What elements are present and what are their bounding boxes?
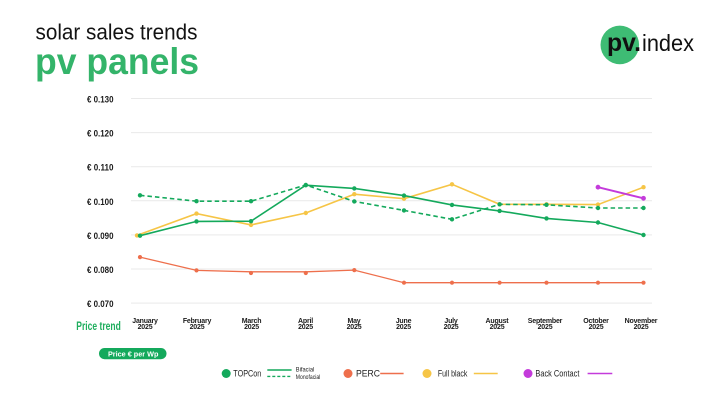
svg-text:index: index <box>642 30 694 56</box>
svg-text:€ 0.110: € 0.110 <box>87 163 114 174</box>
svg-text:€ 0.070: € 0.070 <box>87 299 114 310</box>
svg-text:July: July <box>444 318 458 325</box>
svg-text:Bifacial: Bifacial <box>296 367 315 374</box>
svg-text:January: January <box>132 318 158 325</box>
svg-text:€ 0.100: € 0.100 <box>87 197 114 208</box>
svg-text:2025: 2025 <box>347 324 362 331</box>
svg-text:May: May <box>347 318 360 325</box>
svg-text:2025: 2025 <box>138 324 153 331</box>
svg-text:October: October <box>583 318 609 325</box>
svg-text:June: June <box>396 318 412 325</box>
svg-text:November: November <box>625 318 658 325</box>
svg-text:September: September <box>528 318 563 325</box>
svg-text:August: August <box>486 318 510 325</box>
svg-text:solar sales trends: solar sales trends <box>36 20 198 45</box>
svg-text:February: February <box>183 318 212 325</box>
svg-text:PERC: PERC <box>356 369 380 380</box>
svg-text:2025: 2025 <box>589 324 604 331</box>
svg-text:2025: 2025 <box>490 324 505 331</box>
svg-text:2025: 2025 <box>244 324 259 331</box>
svg-text:Back Contact: Back Contact <box>535 369 579 380</box>
svg-text:€ 0.130: € 0.130 <box>87 95 114 106</box>
svg-text:€ 0.090: € 0.090 <box>87 231 114 242</box>
svg-text:2025: 2025 <box>538 324 553 331</box>
svg-text:2025: 2025 <box>190 324 205 331</box>
svg-text:TOPCon: TOPCon <box>233 369 261 380</box>
svg-text:2025: 2025 <box>634 324 649 331</box>
svg-text:pv.: pv. <box>607 29 641 57</box>
svg-text:April: April <box>298 318 313 325</box>
svg-text:2025: 2025 <box>396 324 411 331</box>
svg-text:Monofacial: Monofacial <box>296 374 321 381</box>
svg-text:Full black: Full black <box>438 369 468 380</box>
svg-text:March: March <box>242 318 262 325</box>
svg-text:2025: 2025 <box>444 324 459 331</box>
svg-text:2025: 2025 <box>298 324 313 331</box>
svg-text:€ 0.120: € 0.120 <box>87 129 114 140</box>
svg-text:€ 0.080: € 0.080 <box>87 265 114 276</box>
svg-text:Price trend: Price trend <box>76 321 121 333</box>
svg-text:pv panels: pv panels <box>35 41 199 82</box>
svg-text:Price € per Wp: Price € per Wp <box>108 349 159 358</box>
